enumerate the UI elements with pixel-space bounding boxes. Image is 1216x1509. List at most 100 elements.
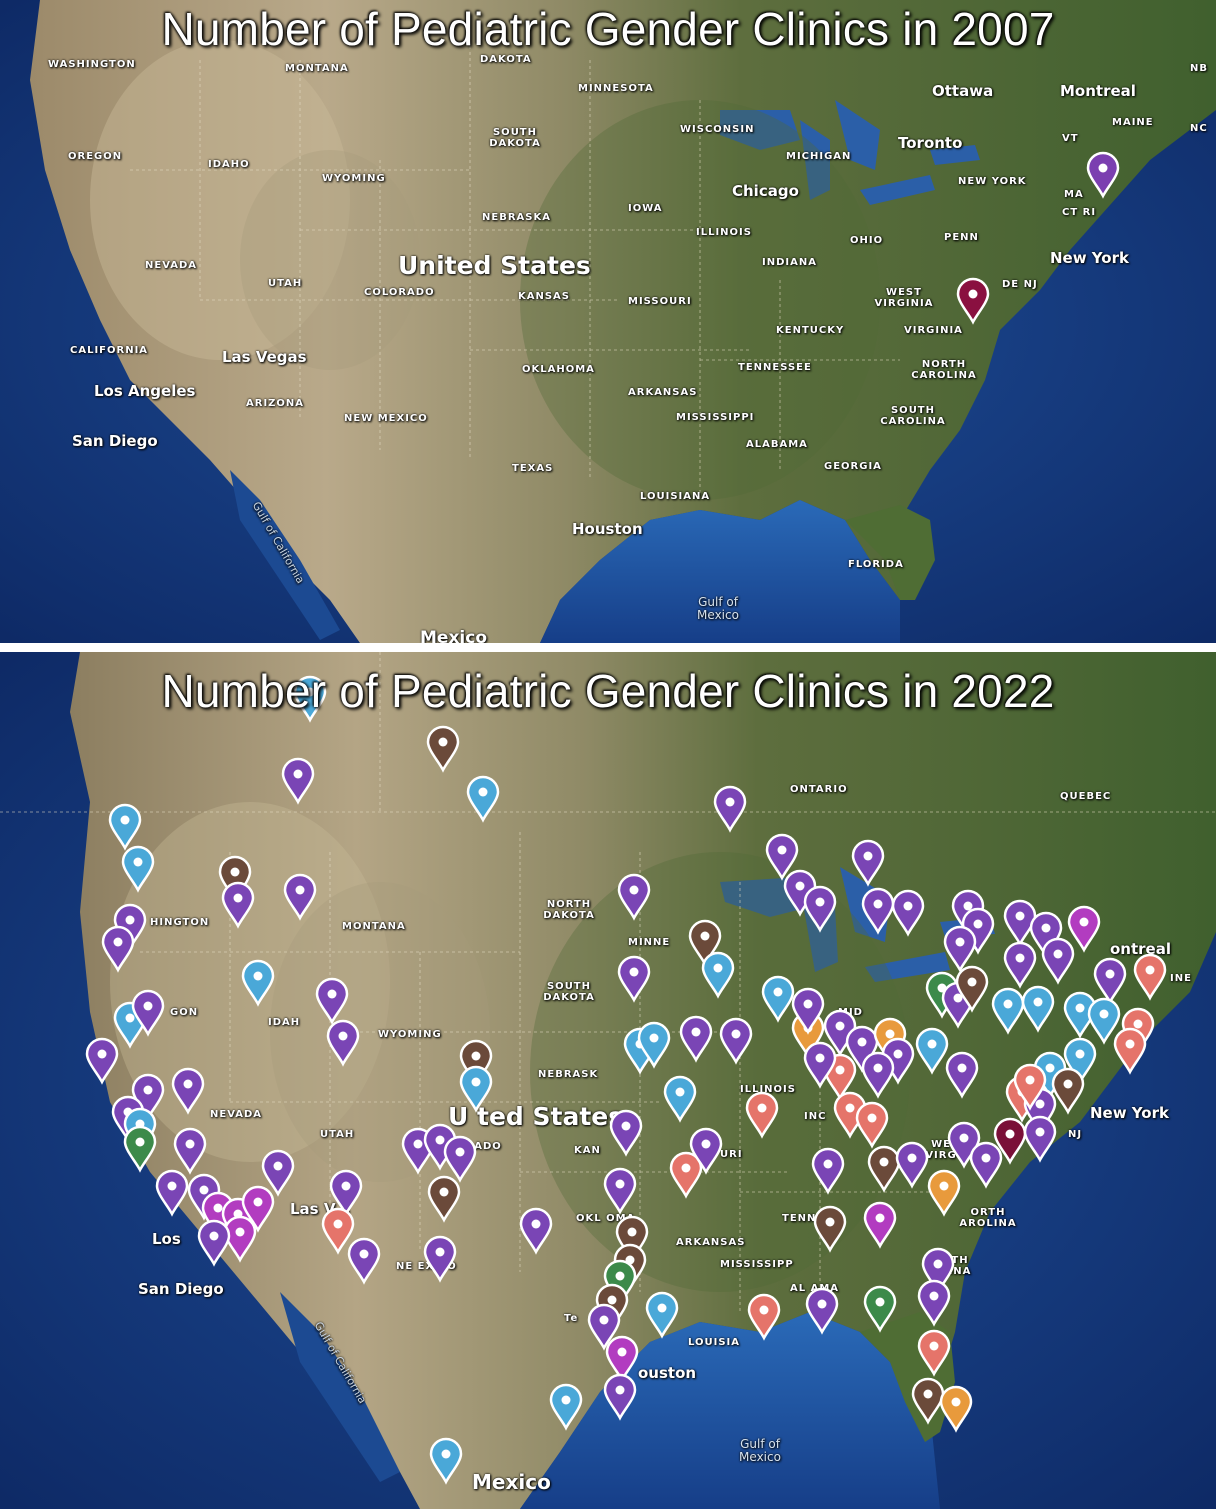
label-utah: UTAH <box>268 278 303 289</box>
label-iowa: IOWA <box>628 203 663 214</box>
label-idaho: IDAHO <box>208 159 250 170</box>
label-las-vegas: Las V s <box>290 1200 350 1218</box>
label-montana: MONTANA <box>285 63 349 74</box>
label-new-mexico: NE EXICO <box>396 1261 457 1272</box>
label-alabama: AL AMA <box>790 1283 840 1294</box>
label-quebec: QUEBEC <box>1060 791 1112 802</box>
label-virginia: VIRGINIA <box>904 325 963 336</box>
label-united-states: United States <box>398 251 591 280</box>
label-kentucky: KENTUCKY <box>776 325 845 336</box>
label-mississippi: MISSISSIPPI <box>676 412 755 423</box>
label-dakota: DAKOTA <box>480 54 532 65</box>
label-montana: MONTANA <box>342 921 406 932</box>
label-ohio: OHIO <box>850 235 884 246</box>
label-chicago: Chicago <box>732 182 799 200</box>
label-ct-ri: CT RI <box>1062 207 1097 218</box>
label-florida: FLORIDA <box>848 559 904 570</box>
label-de-nj: DE NJ <box>1002 279 1038 290</box>
label-new-york-city: New York <box>1090 1104 1169 1122</box>
label-indiana: INDIANA <box>762 257 817 268</box>
label-nevada: NEVADA <box>210 1109 263 1120</box>
label-missouri: MISSOURI <box>628 296 692 307</box>
label-wyoming: WYOMING <box>322 173 386 184</box>
label-ontario: ONTARIO <box>790 784 848 795</box>
label-texas: Te <box>564 1313 579 1324</box>
label-montreal: Montreal <box>1060 82 1136 100</box>
satellite-map-2007 <box>0 0 1216 643</box>
label-texas: TEXAS <box>512 463 554 474</box>
label-colorado: ORADO <box>456 1141 502 1152</box>
label-north-carolina: ORTH AROLINA <box>959 1207 1017 1229</box>
label-oklahoma: OKLAHOMA <box>522 364 595 375</box>
label-tennessee: TENNESSEE <box>738 362 812 373</box>
label-north-dakota: NORTH DAKOTA <box>543 899 595 921</box>
label-wisconsin: WISCONSIN <box>680 124 755 135</box>
map-title: Number of Pediatric Gender Clinics in 20… <box>161 3 1055 55</box>
satellite-map-2022 <box>0 652 1216 1509</box>
label-illinois: ILLINOIS <box>696 227 752 238</box>
label-new-york: NEW YORK <box>958 176 1027 187</box>
label-michigan: MICHIGAN <box>786 151 852 162</box>
label-indiana: INC <box>804 1111 827 1122</box>
label-south-dakota: SOUTH DAKOTA <box>489 127 541 149</box>
label-west-virginia: WEST VIRGINIA <box>874 287 934 309</box>
label-oklahoma: OKL OMA <box>576 1213 636 1224</box>
label-los-angeles: Los <box>152 1230 181 1248</box>
label-gulf-of-mexico: Gulf of Mexico <box>697 595 739 622</box>
label-michigan: MID <box>838 1007 863 1018</box>
label-north-carolina: NORTH CAROLINA <box>911 359 977 381</box>
label-illinois: ILLINOIS <box>740 1084 796 1095</box>
label-mexico: Mexico <box>420 628 487 643</box>
label-arkansas: ARKANSAS <box>676 1237 746 1248</box>
label-nebraska: NEBRASKA <box>482 212 551 223</box>
label-south-carolina: SOUTH CAROLINA <box>880 405 946 427</box>
label-houston: Houston <box>572 520 643 538</box>
label-wyoming: WYOMING <box>378 1029 442 1040</box>
label-missouri: URI <box>720 1149 743 1160</box>
label-mississippi: MISSISSIPP <box>720 1259 794 1270</box>
panel-divider <box>0 643 1216 652</box>
label-oregon: GON <box>170 1007 199 1018</box>
label-maine: INE <box>1170 973 1192 984</box>
label-arizona: ARIZONA <box>246 398 305 409</box>
label-san-diego: San Diego <box>72 432 158 450</box>
label-oregon: OREGON <box>68 151 123 162</box>
label-ottawa: Ottawa <box>932 82 994 100</box>
label-louisiana: LOUISIANA <box>640 491 711 502</box>
label-new-york-city: New York <box>1050 249 1129 267</box>
label-kansas: KANSAS <box>518 291 571 302</box>
label-georgia: GEORGIA <box>824 461 882 472</box>
label-south-carolina: TH INA <box>948 1255 972 1277</box>
label-west-virginia: WE VIRG <box>925 1139 957 1161</box>
label-louisiana: LOUISIA <box>688 1337 741 1348</box>
label-utah: UTAH <box>320 1129 355 1140</box>
label-ma: MA <box>1064 189 1084 200</box>
map-panel-2007: Number of Pediatric Gender Clinics in 20… <box>0 0 1216 643</box>
label-minnesota: MINNESOTA <box>578 83 654 94</box>
label-alabama: ALABAMA <box>746 439 808 450</box>
label-nc-canada: NC <box>1190 123 1208 134</box>
label-los-angeles: Los Angeles <box>94 382 196 400</box>
label-idaho: IDAH <box>268 1017 301 1028</box>
label-nebraska: NEBRASK <box>538 1069 599 1080</box>
label-mexico: Mexico <box>472 1470 551 1494</box>
label-south-dakota: SOUTH DAKOTA <box>543 981 595 1003</box>
label-washington: WASHINGTON <box>48 59 136 70</box>
label-vt: VT <box>1062 133 1079 144</box>
map-panel-2022: ONTARIO QUEBEC NORTH DAKOTA HINGTON MONT… <box>0 652 1216 1509</box>
label-nb: NB <box>1190 63 1208 74</box>
label-colorado: COLORADO <box>364 287 435 298</box>
label-kansas: KAN <box>574 1145 601 1156</box>
label-united-states: U ted States <box>448 1102 624 1131</box>
label-san-diego: San Diego <box>138 1280 224 1298</box>
label-toronto: Toronto <box>898 134 963 152</box>
label-washington: HINGTON <box>150 917 210 928</box>
label-maine: MAINE <box>1112 117 1154 128</box>
label-new-mexico: NEW MEXICO <box>344 413 428 424</box>
label-penn: PENN <box>944 232 979 243</box>
label-tennessee: TENN SS <box>782 1213 837 1224</box>
label-montreal: ontreal <box>1110 940 1171 958</box>
label-houston: ouston <box>638 1364 697 1382</box>
label-las-vegas: Las Vegas <box>222 348 307 366</box>
label-california: CALIFORNIA <box>70 345 149 356</box>
